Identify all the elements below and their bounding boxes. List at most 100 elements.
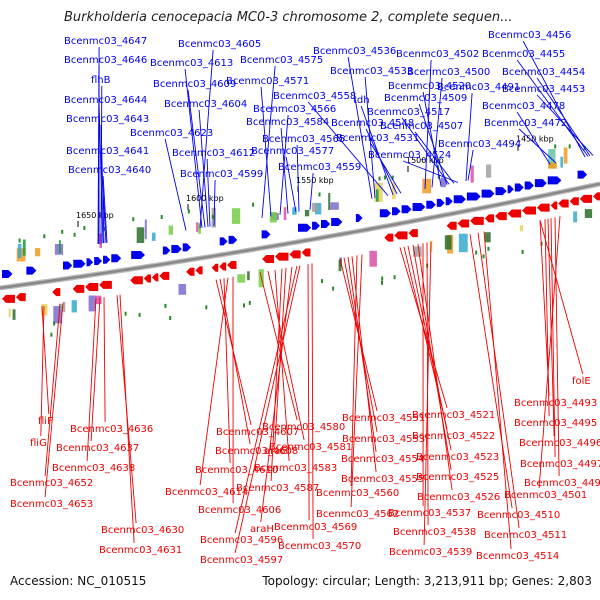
feature-marker: [103, 227, 106, 232]
reverse-gene-arrow: [85, 282, 99, 291]
reverse-gene-arrow: [301, 248, 311, 257]
forward-gene-arrow: [261, 230, 271, 239]
feature-block: [519, 225, 523, 232]
forward-gene-arrow: [355, 214, 363, 223]
feature-block: [269, 212, 277, 223]
feature-block: [548, 149, 556, 168]
gene-label: Bcenmc03_4472: [484, 118, 567, 129]
gene-label: Bcenmc03_4536: [313, 46, 396, 57]
gene-label: Bcenmc03_4623: [130, 128, 213, 139]
forward-gene-arrow: [453, 195, 466, 204]
reverse-gene-arrow: [537, 203, 550, 212]
leader-line: [206, 158, 211, 227]
gene-label: Bcenmc03_4498: [524, 478, 600, 489]
feature-marker: [475, 250, 478, 255]
forward-gene-arrow: [320, 220, 331, 229]
leader-line: [260, 86, 272, 217]
gene-label: Bcenmc03_4630: [101, 525, 184, 536]
forward-gene-arrow: [412, 202, 426, 211]
gene-label: Bcenmc03_4507: [380, 121, 463, 132]
forward-gene-arrow: [436, 198, 445, 207]
reverse-gene-arrow: [72, 284, 85, 293]
tick-label: 1500 kbp: [406, 156, 444, 165]
feature-marker: [568, 144, 571, 149]
feature-marker: [205, 305, 208, 310]
gene-label: Bcenmc03_4553: [342, 434, 425, 445]
leader-line: [307, 264, 310, 521]
forward-gene-arrow: [171, 244, 182, 253]
gene-label: Bcenmc03_4554: [341, 454, 424, 465]
feature-block: [198, 223, 201, 234]
feature-marker: [381, 280, 383, 285]
feature-marker: [378, 176, 381, 181]
feature-block: [376, 189, 379, 202]
feature-block: [484, 232, 491, 243]
forward-gene-arrow: [297, 223, 312, 232]
leader-line: [539, 220, 550, 397]
gene-label: Bcenmc03_4570: [278, 541, 361, 552]
gene-label: Bcenmc03_4631: [99, 545, 182, 556]
gene-label: Bcenmc03_4501: [504, 490, 587, 501]
feature-block: [486, 164, 492, 178]
leader-line: [423, 241, 432, 546]
gene-label: Bcenmc03_4453: [502, 84, 585, 95]
gene-label: Bcenmc03_4491: [437, 82, 520, 93]
reverse-gene-arrow: [262, 254, 275, 263]
forward-gene-arrow: [507, 185, 514, 194]
tick-label: 1550 kbp: [296, 176, 334, 185]
reverse-gene-arrow: [143, 274, 151, 283]
leader-line: [402, 160, 459, 183]
gene-label: Bcenmc03_4569: [274, 522, 357, 533]
feature-block: [35, 248, 41, 257]
feature-marker: [248, 300, 251, 305]
forward-gene-arrow: [331, 218, 343, 227]
leader-line: [417, 244, 453, 491]
reverse-gene-arrow: [186, 267, 195, 276]
gene-label: Bcenmc03_4538: [393, 527, 476, 538]
forward-gene-arrow: [547, 176, 562, 185]
leader-line: [539, 220, 584, 375]
gene-label: Bcenmc03_4575: [240, 55, 323, 66]
gene-label: Bcenmc03_4562: [316, 509, 399, 520]
leader-line: [223, 278, 231, 464]
gene-label: flhB: [91, 75, 111, 86]
reverse-gene-arrow: [408, 229, 418, 238]
gene-label: Bcenmc03_4533: [330, 66, 413, 77]
leader-line: [370, 143, 402, 194]
feature-block: [573, 211, 578, 223]
leader-line: [187, 89, 206, 228]
gene-label: Bcenmc03_4493: [514, 398, 597, 409]
forward-gene-arrow: [577, 170, 588, 179]
leader-line: [424, 59, 432, 189]
reverse-gene-arrow: [457, 219, 470, 228]
reverse-gene-arrow: [446, 221, 457, 230]
reverse-gene-arrow: [211, 263, 219, 272]
leader-line: [40, 305, 45, 437]
forward-gene-arrow: [94, 257, 103, 266]
gene-label: Bcenmc03_4596: [200, 535, 283, 546]
reverse-gene-arrow: [130, 276, 143, 285]
reverse-gene-arrow: [384, 233, 394, 242]
leader-line: [164, 138, 187, 231]
gene-label: Bcenmc03_4500: [407, 67, 490, 78]
feature-marker: [211, 214, 214, 219]
gene-label: Bcenmc03_4608: [215, 446, 298, 457]
forward-gene-arrow: [312, 221, 320, 230]
feature-block: [8, 308, 11, 318]
feature-block: [136, 227, 145, 243]
forward-gene-arrow: [228, 235, 238, 244]
leader-line: [347, 56, 373, 199]
feature-block: [283, 207, 287, 221]
gene-label: Bcenmc03_4565: [262, 134, 345, 145]
gene-label: Bcenmc03_4599: [180, 169, 263, 180]
gene-label: Bcenmc03_4597: [200, 555, 283, 566]
gene-label: Bcenmc03_4605: [178, 39, 261, 50]
gene-label: Bcenmc03_4606: [198, 505, 281, 516]
feature-marker: [164, 303, 167, 308]
feature-marker: [381, 276, 384, 281]
feature-block: [17, 244, 22, 258]
leader-line: [274, 269, 290, 462]
feature-marker: [437, 174, 440, 179]
leader-line: [44, 303, 61, 477]
feature-block: [458, 233, 468, 253]
